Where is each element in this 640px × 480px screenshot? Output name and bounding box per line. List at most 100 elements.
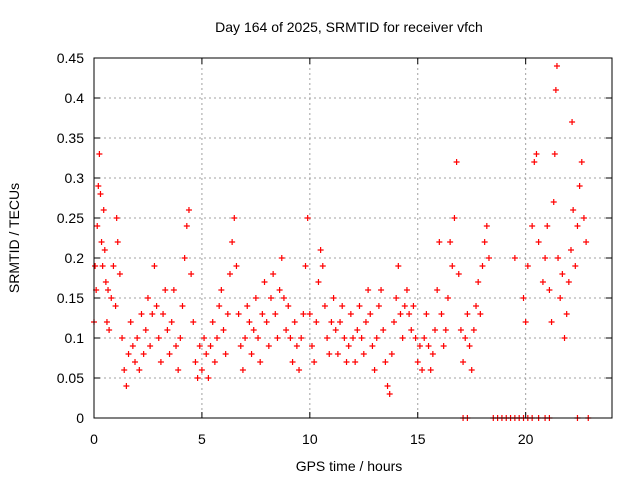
data-point — [276, 287, 283, 293]
y-tick-label: 0.25 — [57, 210, 84, 226]
data-point — [464, 311, 471, 317]
data-point — [261, 279, 268, 285]
data-point — [108, 295, 115, 301]
data-point — [192, 359, 199, 365]
data-point — [375, 303, 382, 309]
data-point — [121, 367, 128, 373]
data-point — [449, 263, 456, 269]
data-point — [483, 223, 490, 229]
data-point — [421, 335, 428, 341]
y-tick-label: 0.3 — [65, 170, 85, 186]
y-tick-label: 0.35 — [57, 130, 84, 146]
data-point — [151, 263, 158, 269]
data-point — [263, 319, 270, 325]
data-point — [313, 319, 320, 325]
data-point — [358, 335, 365, 341]
data-point — [339, 303, 346, 309]
data-point — [356, 303, 363, 309]
data-point — [470, 327, 477, 333]
y-tick-label: 0.4 — [65, 90, 85, 106]
data-point — [350, 335, 356, 341]
data-point — [255, 335, 262, 341]
data-point — [393, 295, 400, 301]
data-point — [220, 327, 227, 333]
data-point — [384, 383, 391, 389]
data-point — [259, 311, 266, 317]
data-point — [272, 311, 279, 317]
axis-ticks: 0 5 10 15 20 0 0.05 0.1 0.15 0.2 0.25 0.3 0.35 0.4 0.4… — [57, 50, 612, 447]
data-point — [237, 343, 244, 349]
data-point — [529, 223, 536, 229]
data-point — [328, 319, 335, 325]
data-point — [561, 335, 568, 341]
data-point — [477, 311, 484, 317]
data-point — [233, 263, 240, 269]
data-point — [436, 239, 443, 245]
data-point — [552, 87, 559, 93]
data-point — [319, 263, 326, 269]
data-point — [334, 351, 341, 357]
data-point — [580, 215, 587, 221]
y-tick-label: 0 — [76, 410, 84, 426]
data-point — [308, 343, 315, 349]
data-point — [414, 359, 421, 365]
data-point — [96, 151, 103, 157]
data-point — [179, 303, 186, 309]
data-point — [563, 311, 570, 317]
data-point — [475, 279, 482, 285]
data-point — [257, 359, 264, 365]
data-point — [522, 319, 529, 325]
data-point — [138, 311, 145, 317]
data-point — [106, 327, 113, 333]
y-tick-label: 0.05 — [57, 370, 84, 386]
y-tick-label: 0.1 — [65, 330, 85, 346]
data-point — [246, 319, 253, 325]
data-point — [304, 215, 311, 221]
data-point — [170, 287, 177, 293]
data-point — [201, 335, 208, 341]
data-point — [367, 311, 374, 317]
data-point — [155, 335, 162, 341]
data-point — [337, 319, 344, 325]
data-point — [123, 383, 130, 389]
data-point — [485, 255, 492, 261]
data-point — [567, 247, 574, 253]
data-point — [229, 239, 236, 245]
data-point — [224, 311, 231, 317]
data-point — [455, 271, 462, 277]
data-point — [365, 287, 372, 293]
data-point — [110, 263, 117, 269]
data-point — [399, 335, 406, 341]
data-point — [330, 295, 337, 301]
data-point — [511, 255, 518, 261]
data-point — [551, 151, 558, 157]
data-point — [267, 295, 274, 301]
data-point — [218, 287, 225, 293]
data-point — [427, 367, 434, 373]
data-point — [147, 343, 154, 349]
data-point — [302, 263, 309, 269]
data-point — [136, 367, 143, 373]
data-point — [311, 359, 318, 365]
data-point — [102, 279, 109, 285]
data-point — [125, 351, 132, 357]
data-point — [298, 335, 305, 341]
data-point — [391, 319, 398, 325]
data-point — [369, 343, 376, 349]
data-point — [343, 359, 350, 365]
data-point — [300, 311, 307, 317]
data-point — [248, 351, 255, 357]
data-point — [388, 351, 395, 357]
data-point — [103, 319, 110, 325]
data-point — [550, 199, 557, 205]
data-point — [134, 335, 141, 341]
data-point — [382, 359, 389, 365]
data-point — [429, 351, 436, 357]
data-point — [287, 335, 294, 341]
data-point — [544, 223, 551, 229]
data-point — [173, 343, 180, 349]
data-point — [524, 263, 531, 269]
data-point — [362, 319, 369, 325]
data-point — [531, 159, 538, 165]
data-point — [451, 215, 458, 221]
